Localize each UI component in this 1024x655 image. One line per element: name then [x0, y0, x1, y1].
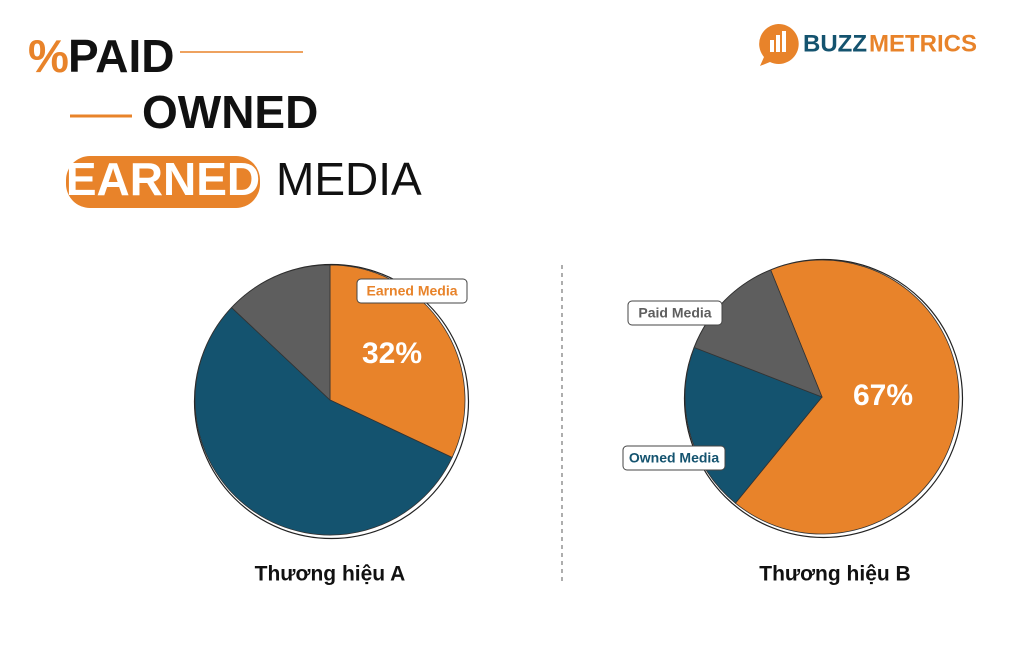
pie-slice	[693, 269, 823, 398]
slice-label: Paid Media	[638, 305, 711, 321]
chart-title: Thương hiệu B	[759, 563, 910, 586]
earned-pill	[66, 156, 260, 208]
slice-label-box	[627, 300, 723, 326]
logo-icon	[776, 35, 780, 52]
pie-slice	[329, 264, 466, 459]
title-paid: PAID	[68, 30, 175, 82]
title-earned: EARNED	[66, 153, 260, 205]
logo-buzz: BUZZ	[803, 30, 867, 57]
pie-slice	[734, 259, 960, 535]
title-media: MEDIA	[276, 153, 422, 205]
logo-icon	[770, 40, 774, 52]
title-percent: %	[28, 30, 69, 82]
logo-metrics: METRICS	[869, 30, 977, 57]
value-label: 67%	[853, 379, 913, 412]
value-label: 32%	[362, 337, 422, 370]
logo: BUZZ METRICS	[759, 23, 977, 67]
slice-label: Owned Media	[629, 450, 719, 466]
logo-icon	[782, 31, 786, 52]
slice-label-box	[356, 278, 468, 304]
title-owned: OWNED	[142, 86, 318, 138]
slice-label: Earned Media	[366, 283, 457, 299]
pie-slice	[194, 307, 453, 536]
pie-slice	[231, 264, 331, 401]
slice-label-box	[622, 445, 726, 471]
chart-title: Thương hiệu A	[255, 563, 406, 586]
